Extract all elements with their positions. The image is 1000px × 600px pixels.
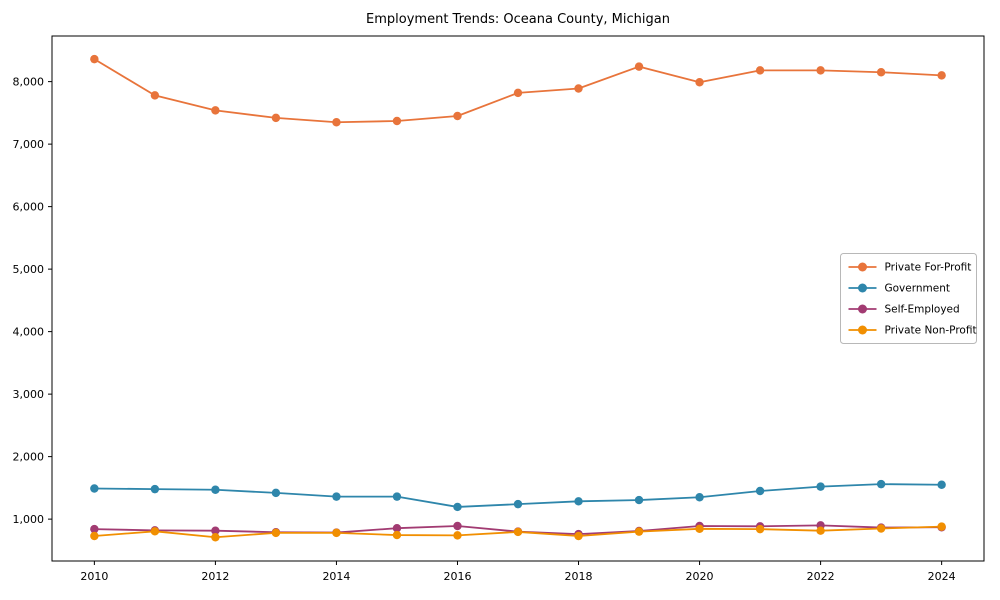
legend-label-private-for-profit: Private For-Profit [885,262,972,274]
y-tick-label: 2,000 [13,451,45,464]
legend-label-self-employed: Self-Employed [885,304,960,316]
x-tick-label: 2014 [322,570,350,583]
series-private-non-profit [90,522,946,542]
data-point-private-non-profit-2022 [816,526,825,535]
data-point-private-for-profit-2017 [513,88,523,98]
legend: Private For-Profit Government Self-Employe… [840,253,977,344]
data-point-private-non-profit-2016 [453,531,462,540]
legend-marker-dot-private-non-profit [858,325,867,335]
data-point-self-employed-2015 [392,523,402,533]
data-point-government-2018 [574,497,583,506]
legend-marker-dot-government [858,283,867,293]
data-point-private-non-profit-2013 [271,528,281,538]
y-tick-label: 7,000 [13,138,45,151]
data-point-government-2014 [332,492,341,501]
data-point-private-non-profit-2011 [150,527,160,536]
data-point-private-non-profit-2014 [332,528,341,538]
data-point-self-employed-2010 [90,524,99,534]
data-point-government-2024 [937,480,946,489]
data-point-private-for-profit-2022 [816,66,825,75]
chart-title: Employment Trends: Oceana County, Michig… [366,12,670,27]
data-point-government-2011 [150,484,160,494]
data-point-private-non-profit-2010 [90,531,99,541]
data-point-government-2015 [392,492,402,501]
data-point-private-for-profit-2014 [332,118,341,127]
y-tick-label: 5,000 [13,263,45,276]
x-tick-label: 2012 [201,570,229,583]
y-tick-label: 6,000 [13,201,45,214]
data-point-private-non-profit-2017 [513,527,523,537]
data-point-private-for-profit-2023 [876,68,886,77]
data-point-private-non-profit-2019 [634,527,644,536]
data-point-private-non-profit-2023 [876,524,886,533]
data-point-private-for-profit-2012 [211,106,220,115]
data-point-government-2020 [695,493,704,502]
data-point-private-non-profit-2015 [392,530,402,540]
legend-marker-dot-private-for-profit [858,262,867,272]
data-point-government-2013 [271,488,281,498]
x-tick-label: 2016 [443,570,471,583]
legend-label-private-non-profit: Private Non-Profit [885,325,977,337]
legend-entry-self-employed: Self-Employed [848,304,960,316]
x-tick-label: 2024 [928,570,956,583]
data-point-private-for-profit-2024 [937,71,946,80]
legend-box [840,253,977,344]
y-tick-label: 8,000 [13,76,45,89]
plot-border [51,35,985,562]
x-tick-label: 2022 [807,570,835,583]
x-tick-label: 2020 [686,570,714,583]
y-tick-label: 1,000 [13,513,45,526]
series-private-for-profit [90,54,946,127]
data-point-private-non-profit-2024 [937,522,946,531]
data-point-private-non-profit-2018 [574,531,583,541]
data-point-private-for-profit-2018 [574,84,583,93]
legend-entry-private-for-profit: Private For-Profit [848,262,972,274]
data-point-government-2017 [513,499,523,509]
data-point-self-employed-2012 [211,526,220,535]
data-point-self-employed-2016 [453,521,462,531]
data-point-private-for-profit-2019 [634,62,644,71]
x-tick-label: 2010 [80,570,108,583]
data-point-government-2021 [755,486,765,496]
legend-entry-government: Government [848,283,950,295]
x-tick-label: 2018 [565,570,593,583]
data-point-private-non-profit-2012 [211,533,220,542]
y-tick-label: 4,000 [13,326,45,339]
data-point-government-2016 [453,502,462,512]
data-point-private-non-profit-2021 [755,524,765,534]
data-point-government-2023 [876,479,886,489]
y-tick-label: 3,000 [13,388,45,401]
data-point-private-for-profit-2013 [271,113,281,123]
data-point-government-2019 [634,495,644,505]
data-point-private-for-profit-2020 [695,78,704,87]
data-point-government-2010 [90,484,99,493]
data-point-government-2022 [816,482,825,491]
data-point-private-for-profit-2015 [392,116,402,126]
data-point-private-for-profit-2010 [90,54,99,64]
legend-marker-dot-self-employed [858,304,867,314]
data-point-private-for-profit-2016 [453,111,462,121]
data-point-government-2012 [211,485,220,494]
series-government [90,479,946,512]
legend-label-government: Government [885,283,950,295]
data-point-private-non-profit-2020 [695,524,704,534]
legend-entry-private-non-profit: Private Non-Profit [848,325,977,337]
data-point-private-for-profit-2021 [755,66,765,75]
data-point-private-for-profit-2011 [150,91,160,100]
